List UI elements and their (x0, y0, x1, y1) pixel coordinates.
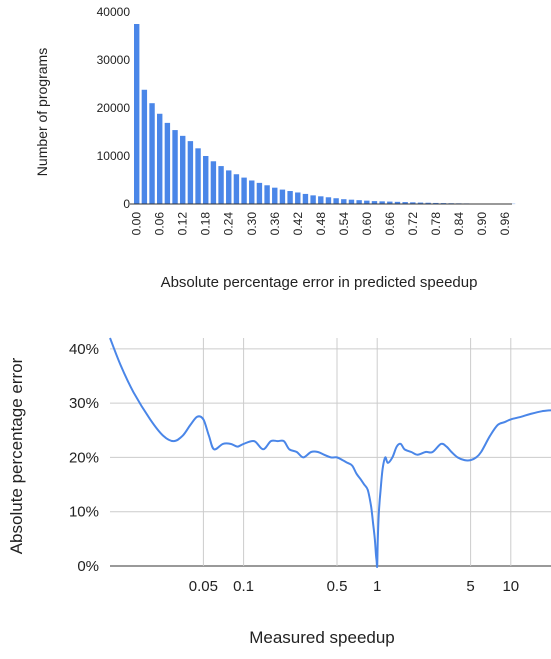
histogram-bar (295, 192, 300, 204)
histogram-bar (310, 195, 315, 204)
line-chart-y-ticks: 0% 10% 20% 30% 40% (69, 341, 99, 575)
histogram-x-tick-label: 0.60 (360, 212, 374, 236)
histogram-x-tick-label: 0.72 (406, 212, 420, 236)
histogram-bar (264, 185, 269, 204)
histogram-bar (172, 130, 177, 204)
histogram-bar (226, 170, 231, 204)
histogram-x-tick-label: 0.30 (245, 212, 259, 236)
histogram-bar (287, 191, 292, 204)
histogram-bar (272, 188, 277, 204)
histogram-bar (234, 174, 239, 204)
histogram-x-tick-label: 0.66 (383, 212, 397, 236)
line-chart-x-ticks: 0.05 0.1 0.5 1 5 10 (189, 578, 519, 595)
histogram-x-tick-label: 0.06 (153, 212, 167, 236)
histogram-bar (149, 103, 154, 204)
histogram-x-tick-label: 0.00 (130, 212, 144, 236)
histogram-bar (180, 136, 185, 204)
line-chart-x-tick-label: 0.1 (233, 578, 254, 595)
histogram-bar (195, 148, 200, 204)
line-chart-x-axis-title: Measured speedup (249, 628, 395, 647)
line-chart-x-tick-label: 5 (466, 578, 474, 595)
line-chart-y-axis-title: Absolute percentage error (7, 357, 26, 554)
histogram-x-tick-label: 0.54 (337, 212, 351, 236)
line-chart-y-tick-label: 20% (69, 449, 99, 466)
histogram-bar (280, 190, 285, 204)
histogram-bar (249, 180, 254, 204)
histogram-x-tick-label: 0.48 (314, 212, 328, 236)
line-series (110, 338, 551, 567)
line-chart-x-tick-label: 1 (373, 578, 381, 595)
histogram-bar (349, 200, 354, 204)
histogram-bar (318, 196, 323, 204)
histogram-bar (326, 197, 331, 204)
histogram-y-axis-title: Number of programs (34, 48, 50, 176)
line-chart-y-tick-label: 0% (77, 558, 99, 575)
histogram-bar (211, 161, 216, 204)
line-chart: 0% 10% 20% 30% 40% 0.05 0.1 0.5 1 5 10 Absolute p… (7, 338, 551, 647)
histogram-x-ticks: 0.00 0.06 0.12 0.18 0.24 0.30 0.36 0.42 0.48 0.54… (130, 212, 512, 236)
histogram-x-tick-label: 0.18 (199, 212, 213, 236)
histogram-y-tick-label: 30000 (97, 53, 131, 67)
histogram-x-tick-label: 0.36 (268, 212, 282, 236)
line-chart-x-tick-label: 0.05 (189, 578, 218, 595)
histogram-bar (203, 156, 208, 204)
histogram-bar (134, 24, 139, 204)
histogram-y-tick-label: 40000 (97, 5, 131, 19)
histogram-bar (303, 194, 308, 204)
histogram-x-tick-label: 0.24 (222, 212, 236, 236)
histogram-bar (188, 141, 193, 204)
histogram-y-ticks: 0 10000 20000 30000 40000 (97, 5, 131, 211)
histogram-bar (364, 201, 369, 204)
line-chart-grid (110, 338, 551, 566)
histogram-bar (157, 114, 162, 204)
line-chart-y-tick-label: 40% (69, 341, 99, 358)
histogram-bar (341, 199, 346, 204)
histogram-y-tick-label: 20000 (97, 101, 131, 115)
histogram-x-tick-label: 0.42 (291, 212, 305, 236)
histogram-bar (142, 90, 147, 204)
histogram-bar (333, 198, 338, 204)
histogram-x-tick-label: 0.96 (498, 212, 512, 236)
histogram-bar (165, 123, 170, 204)
histogram-bar (356, 200, 361, 204)
line-chart-y-tick-label: 30% (69, 395, 99, 412)
histogram-x-tick-label: 0.12 (176, 212, 190, 236)
line-chart-y-tick-label: 10% (69, 504, 99, 521)
histogram-y-tick-label: 10000 (97, 149, 131, 163)
histogram-y-tick-label: 0 (123, 197, 130, 211)
histogram-bar (218, 166, 223, 204)
histogram-bar (257, 183, 262, 204)
histogram-x-tick-label: 0.78 (429, 212, 443, 236)
line-chart-x-tick-label: 0.5 (327, 578, 348, 595)
histogram-x-tick-label: 0.84 (452, 212, 466, 236)
histogram-bar (241, 178, 246, 204)
histogram-bars (134, 24, 515, 204)
line-chart-x-tick-label: 10 (502, 578, 519, 595)
histogram-x-axis-title: Absolute percentage error in predicted s… (161, 274, 478, 291)
histogram-x-tick-label: 0.90 (475, 212, 489, 236)
